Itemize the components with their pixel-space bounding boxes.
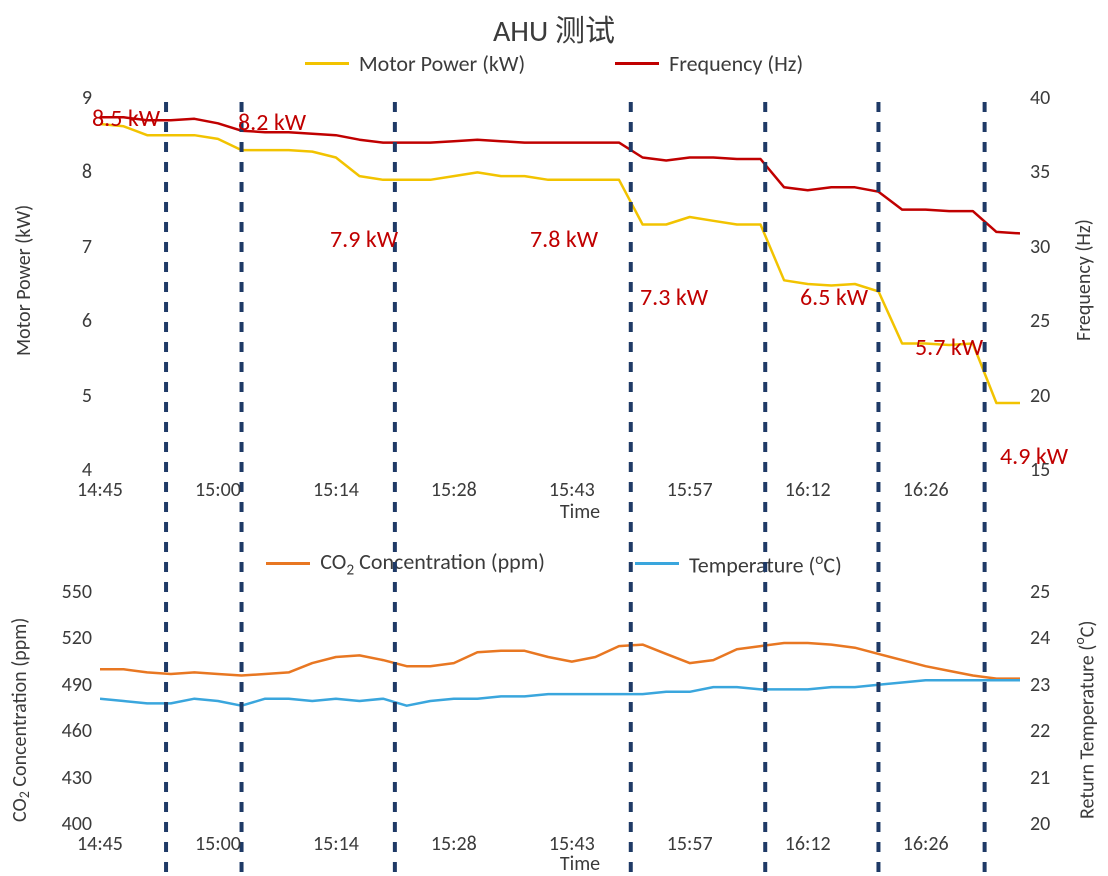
y-right-tick-label: 20 (1030, 812, 1050, 836)
y-right-tick-label: 25 (1030, 580, 1050, 604)
power-annotation: 8.5 kW (92, 104, 160, 133)
y-right-tick-label: 35 (1030, 160, 1050, 184)
y-left-tick-label: 460 (62, 719, 92, 743)
y-left-tick-label: 6 (82, 309, 92, 333)
vertical-markers (0, 0, 1108, 876)
power-annotation: 7.9 kW (330, 225, 398, 254)
x-tick-label: 15:43 (544, 832, 600, 856)
y-right-tick-label: 25 (1030, 309, 1050, 333)
y-right-tick-label: 23 (1030, 673, 1050, 697)
x-tick-label: 16:12 (780, 478, 836, 502)
power-annotation: 5.7 kW (915, 333, 983, 362)
power-annotation: 6.5 kW (800, 283, 868, 312)
x-tick-label: 15:00 (190, 478, 246, 502)
y-left-tick-label: 430 (62, 766, 92, 790)
x-tick-label: 14:45 (72, 478, 128, 502)
power-annotation: 7.8 kW (530, 225, 598, 254)
power-annotation: 8.2 kW (238, 108, 306, 137)
y-right-tick-label: 22 (1030, 719, 1050, 743)
y-right-tick-label: 40 (1030, 86, 1050, 110)
x-tick-label: 15:14 (308, 832, 364, 856)
x-tick-label: 15:14 (308, 478, 364, 502)
power-annotation: 7.3 kW (640, 283, 708, 312)
x-tick-label: 15:28 (426, 478, 482, 502)
x-tick-label: 16:26 (898, 832, 954, 856)
y-right-tick-label: 20 (1030, 384, 1050, 408)
y-right-tick-label: 15 (1030, 458, 1050, 482)
y-right-tick-label: 30 (1030, 235, 1050, 259)
y-left-tick-label: 8 (82, 160, 92, 184)
x-tick-label: 15:00 (190, 832, 246, 856)
x-tick-label: 14:45 (72, 832, 128, 856)
y-left-tick-label: 7 (82, 235, 92, 259)
y-right-tick-label: 24 (1030, 626, 1050, 650)
x-tick-label: 15:57 (662, 478, 718, 502)
y-left-tick-label: 520 (62, 626, 92, 650)
y-left-tick-label: 490 (62, 673, 92, 697)
x-tick-label: 15:43 (544, 478, 600, 502)
x-tick-label: 16:12 (780, 832, 836, 856)
chart-page: AHU 测试 Motor Power (kW) Frequency (Hz) C… (0, 0, 1108, 876)
x-tick-label: 15:57 (662, 832, 718, 856)
y-left-tick-label: 9 (82, 86, 92, 110)
x-tick-label: 15:28 (426, 832, 482, 856)
y-left-tick-label: 550 (62, 580, 92, 604)
y-left-tick-label: 5 (82, 384, 92, 408)
y-right-tick-label: 21 (1030, 766, 1050, 790)
x-tick-label: 16:26 (898, 478, 954, 502)
